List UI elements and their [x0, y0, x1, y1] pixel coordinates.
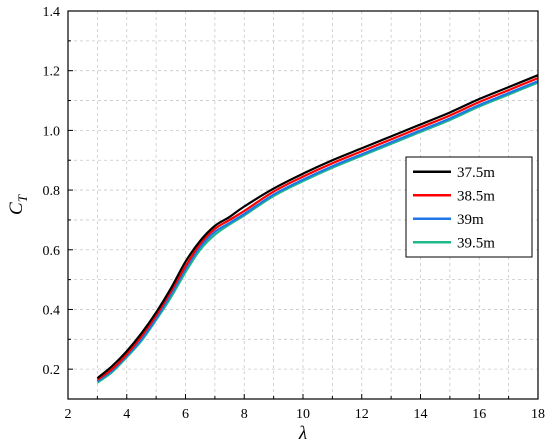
y-tick-label: 0.4: [43, 303, 61, 318]
tick-marks: [67, 10, 539, 399]
legend-label-38.5m: 38.5m: [457, 188, 495, 204]
y-axis-label-main: C: [6, 202, 27, 215]
series-line-38.5m: [96, 77, 539, 381]
y-tick-label: 0.2: [43, 363, 61, 378]
x-tick-label: 18: [531, 407, 545, 422]
y-tick-label: 1.2: [43, 65, 61, 80]
x-tick-label: 2: [65, 407, 72, 422]
x-tick-label: 4: [123, 407, 130, 422]
x-tick-label: 14: [414, 407, 428, 422]
y-tick-label: 1.4: [43, 5, 61, 20]
x-tick-label: 6: [182, 407, 189, 422]
x-axis-label: λ: [298, 423, 307, 444]
x-tick-label: 16: [472, 407, 486, 422]
series-line-39m: [96, 80, 539, 382]
y-tick-label: 0.8: [43, 184, 61, 199]
y-axis-label: CT: [6, 194, 30, 215]
series-line-37.5m: [96, 74, 539, 379]
tick-labels: 2 4 6 8 10 12 14 16 18 0.2 0.4 0.6 0.8 1.0 1.2 1.4: [43, 5, 546, 422]
y-axis-label-subscript: T: [15, 194, 30, 202]
legend-box: [405, 156, 533, 258]
x-tick-label: 10: [296, 407, 310, 422]
y-tick-label: 1.0: [43, 124, 61, 139]
x-tick-label: 12: [355, 407, 369, 422]
legend-label-39m: 39m: [457, 212, 484, 228]
x-tick-label: 8: [241, 407, 248, 422]
legend-label-37.5m: 37.5m: [457, 165, 495, 181]
y-tick-label: 0.6: [43, 244, 61, 259]
series-layer: [96, 74, 539, 384]
legend: 37.5m 38.5m 39m 39.5m: [405, 156, 533, 258]
legend-label-39.5m: 39.5m: [457, 235, 495, 251]
